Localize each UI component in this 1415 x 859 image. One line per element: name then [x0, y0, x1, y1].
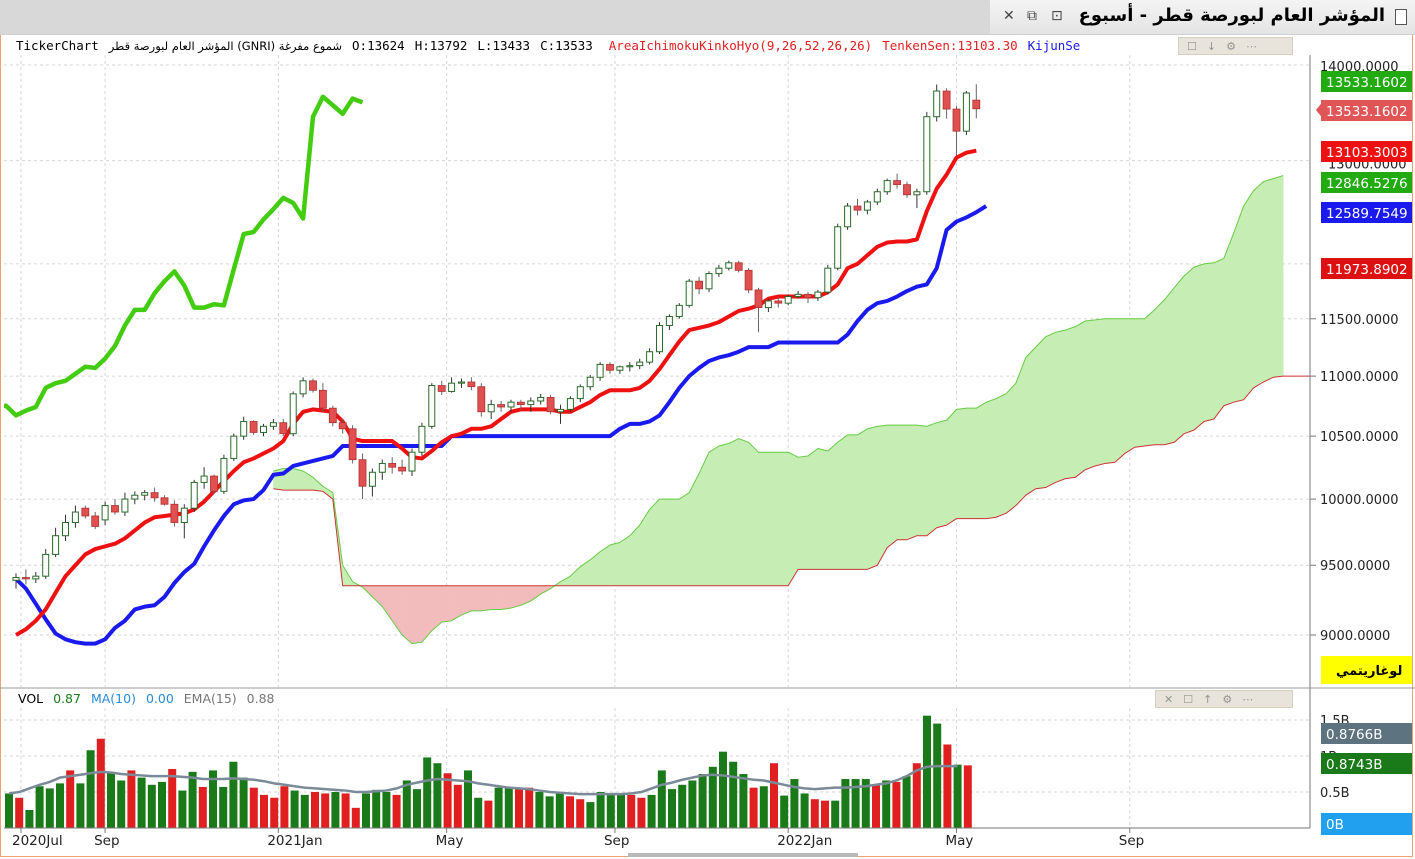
title-checkbox[interactable] [1395, 9, 1407, 25]
indicator-name: AreaIchimokuKinkoHyo(9,26,52,26,26) [608, 38, 873, 53]
ma-value: 0.00 [145, 691, 174, 706]
volume-panel-tools: ✕ ☐ ↑ ⚙ ⋯ [1155, 690, 1293, 708]
kijun-readout: KijunSe [1027, 38, 1081, 53]
close-panel-icon[interactable]: ✕ [1164, 692, 1174, 706]
more-icon[interactable]: ⋯ [1245, 39, 1257, 53]
settings-icon[interactable]: ⚙ [1222, 692, 1233, 706]
volume-info-line: VOL 0.87 MA(10) 0.00 EMA(15) 0.88 [18, 691, 281, 706]
restore-icon[interactable]: ⧉ [1027, 8, 1037, 24]
ema-label: EMA(15) [183, 691, 237, 706]
move-up-icon[interactable]: ↑ [1203, 692, 1213, 706]
settings-icon[interactable]: ⚙ [1226, 39, 1236, 53]
maximize-panel-icon[interactable]: ☐ [1183, 692, 1194, 706]
vol-label: VOL [18, 691, 44, 706]
more-icon[interactable]: ⋯ [1242, 692, 1254, 706]
vol-value: 0.87 [53, 691, 81, 706]
price-info-line: TickerChart المؤشر العام لبورصة قطر (GNRI… [16, 38, 1090, 53]
symbol-description: المؤشر العام لبورصة قطر (GNRI) شموع مفرغ… [108, 39, 343, 53]
close-value: C:13533 [540, 38, 593, 53]
price-panel-tools: ☐ ↓ ⚙ ⋯ [1178, 37, 1293, 55]
move-down-icon[interactable]: ↓ [1206, 39, 1217, 53]
open-value: O:13624 [352, 38, 405, 53]
title-bar-empty-area [0, 0, 990, 34]
close-icon[interactable]: ✕ [1003, 8, 1015, 24]
ma-label: MA(10) [90, 691, 136, 706]
brand-label: TickerChart [16, 38, 99, 53]
window-title: المؤشر العام لبورصة قطر - أسبوع [1078, 5, 1385, 26]
low-value: L:13433 [477, 38, 531, 53]
ema-value: 0.88 [246, 691, 275, 706]
pin-icon[interactable]: ⊡ [1051, 8, 1063, 24]
tenkan-readout: TenkenSen:13103.30 [882, 38, 1018, 53]
maximize-panel-icon[interactable]: ☐ [1187, 39, 1197, 53]
title-bar: ✕ ⧉ ⊡ المؤشر العام لبورصة قطر - أسبوع [0, 0, 1415, 35]
high-value: H:13792 [414, 38, 468, 53]
